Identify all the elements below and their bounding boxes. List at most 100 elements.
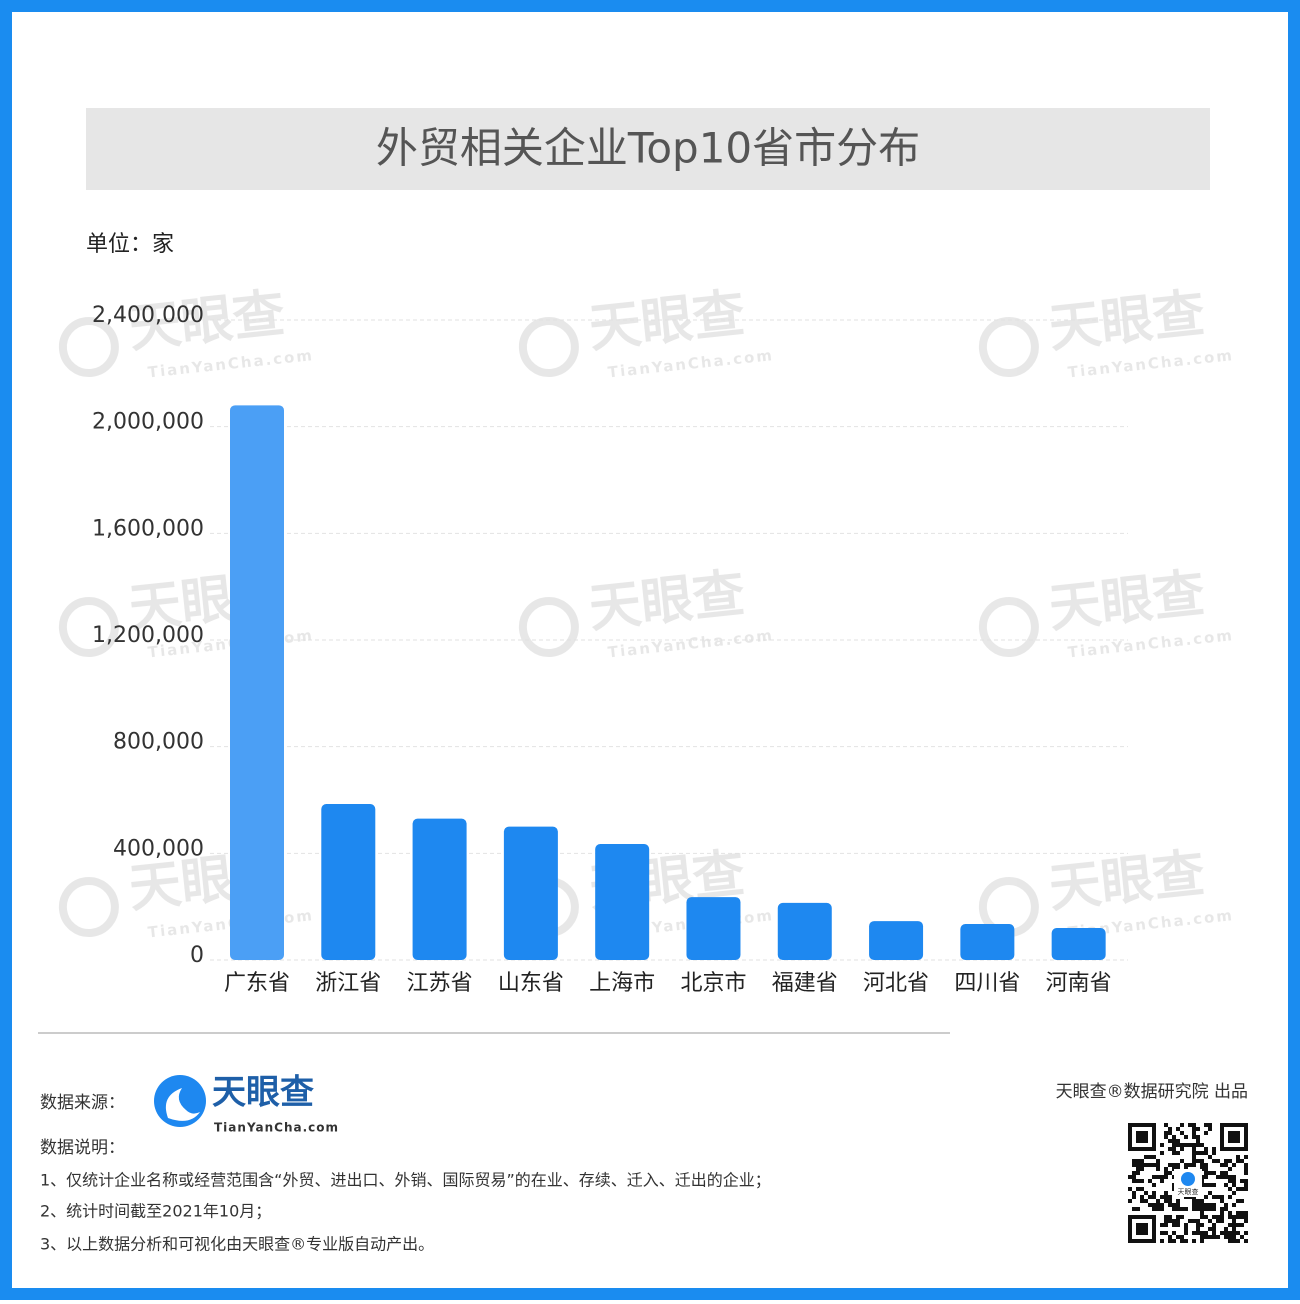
qr-cell [1164, 1231, 1168, 1235]
qr-cell [1188, 1163, 1192, 1167]
qr-cell [1196, 1143, 1200, 1147]
qr-cell [1180, 1131, 1184, 1135]
qr-cell [1132, 1171, 1136, 1175]
qr-cell [1196, 1159, 1200, 1163]
x-tick-label: 江苏省 [407, 971, 473, 996]
qr-cell [1140, 1187, 1144, 1191]
qr-cell [1168, 1235, 1172, 1239]
qr-cell [1200, 1143, 1204, 1147]
qr-cell [1232, 1183, 1236, 1187]
qr-cell [1212, 1207, 1216, 1211]
qr-cell [1176, 1163, 1180, 1167]
qr-cell [1164, 1175, 1168, 1179]
qr-cell [1168, 1171, 1172, 1175]
qr-cell [1164, 1167, 1168, 1171]
qr-cell [1220, 1163, 1224, 1167]
x-tick-label: 北京市 [680, 971, 746, 996]
qr-cell [1204, 1147, 1208, 1151]
qr-cell [1152, 1207, 1156, 1211]
qr-cell [1220, 1219, 1224, 1223]
qr-cell [1168, 1139, 1172, 1143]
qr-cell [1156, 1159, 1160, 1163]
qr-cell [1168, 1195, 1172, 1199]
qr-cell [1208, 1127, 1212, 1131]
qr-cell [1176, 1215, 1180, 1219]
qr-cell [1168, 1131, 1172, 1135]
producer: 天眼查®数据研究院 出品 [1056, 1082, 1248, 1102]
qr-cell [1232, 1219, 1236, 1223]
qr-cell [1160, 1239, 1164, 1243]
qr-cell [1216, 1219, 1220, 1223]
qr-cell [1168, 1127, 1172, 1131]
qr-cell [1140, 1163, 1144, 1167]
watermark-icon [58, 317, 119, 378]
qr-cell [1172, 1207, 1176, 1211]
note: 2、统计时间截至2021年10月； [40, 1202, 271, 1221]
qr-cell [1236, 1215, 1240, 1219]
qr-cell [1180, 1235, 1184, 1239]
qr-cell [1156, 1207, 1160, 1211]
qr-cell [1220, 1231, 1224, 1235]
qr-cell [1228, 1187, 1232, 1191]
qr-cell [1192, 1135, 1196, 1139]
qr-cell [1236, 1199, 1240, 1203]
bar [412, 818, 467, 960]
y-tick-label: 2,000,000 [92, 410, 204, 435]
qr-cell [1224, 1231, 1228, 1235]
qr-cell [1128, 1199, 1132, 1203]
qr-cell [1136, 1187, 1140, 1191]
qr-cell [1184, 1231, 1188, 1235]
qr-cell [1200, 1215, 1204, 1219]
qr-cell [1204, 1151, 1208, 1155]
qr-cell [1200, 1211, 1204, 1215]
qr-cell [1160, 1179, 1164, 1183]
qr-cell [1132, 1191, 1136, 1195]
qr-cell [1224, 1171, 1228, 1175]
qr-cell [1168, 1199, 1172, 1203]
qr-cell [1212, 1223, 1216, 1227]
bar [321, 804, 376, 960]
qr-cell [1152, 1195, 1156, 1199]
qr-finder [1220, 1123, 1248, 1151]
qr-cell [1208, 1171, 1212, 1175]
qr-cell [1184, 1135, 1188, 1139]
qr-cell [1172, 1151, 1176, 1155]
qr-cell [1176, 1139, 1180, 1143]
qr-cell [1212, 1183, 1216, 1187]
qr-cell [1228, 1167, 1232, 1171]
qr-cell [1192, 1199, 1196, 1203]
qr-cell [1180, 1159, 1184, 1163]
y-tick-label: 0 [190, 943, 204, 968]
qr-cell [1164, 1123, 1168, 1127]
qr-cell [1236, 1211, 1240, 1215]
source-label: 数据来源： [40, 1093, 125, 1113]
qr-cell [1152, 1175, 1156, 1179]
qr-cell [1208, 1235, 1212, 1239]
qr-cell [1244, 1219, 1248, 1223]
qr-finder [1136, 1131, 1148, 1143]
qr-cell [1228, 1239, 1232, 1243]
qr-cell [1212, 1171, 1216, 1175]
qr-cell [1196, 1227, 1200, 1231]
qr-cell [1192, 1159, 1196, 1163]
notes-title: 数据说明： [40, 1138, 125, 1158]
qr-cell [1204, 1203, 1208, 1207]
title-box [86, 108, 1210, 190]
qr-cell [1196, 1151, 1200, 1155]
watermark-icon [518, 317, 579, 378]
qr-logo [1181, 1172, 1195, 1186]
qr-cell [1188, 1123, 1192, 1127]
y-tick-label: 800,000 [113, 730, 204, 755]
qr-cell [1192, 1219, 1196, 1223]
x-tick-label: 四川省 [954, 971, 1020, 996]
qr-cell [1228, 1211, 1232, 1215]
qr-cell [1244, 1187, 1248, 1191]
qr-finder [1136, 1223, 1148, 1235]
qr-cell [1220, 1207, 1224, 1211]
qr-cell [1240, 1235, 1244, 1239]
qr-cell [1236, 1239, 1240, 1243]
qr-cell [1204, 1167, 1208, 1171]
qr-cell [1152, 1155, 1156, 1159]
qr-cell [1224, 1235, 1228, 1239]
qr-cell [1184, 1227, 1188, 1231]
